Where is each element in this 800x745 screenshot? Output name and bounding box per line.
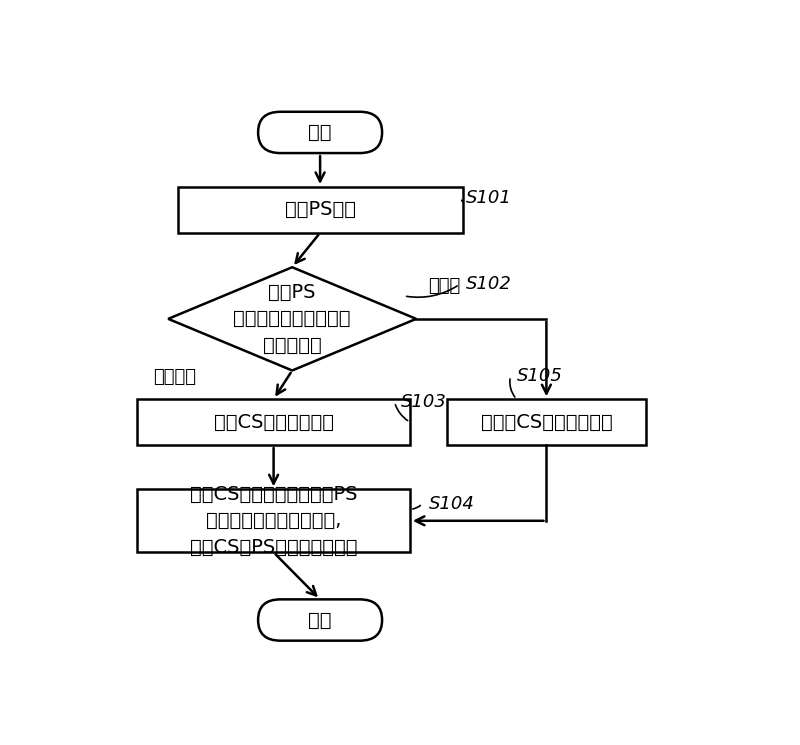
Text: 结束: 结束 <box>308 610 332 630</box>
Text: 附着类: 附着类 <box>429 276 461 294</box>
Text: S105: S105 <box>517 367 562 385</box>
FancyBboxPatch shape <box>447 399 646 445</box>
Text: 调整CS寻呼信道对象以及PS
业务的信道对象的优先级,
进行CS与PS业务的并发处理: 调整CS寻呼信道对象以及PS 业务的信道对象的优先级, 进行CS与PS业务的并发… <box>190 485 358 557</box>
FancyBboxPatch shape <box>138 399 410 445</box>
FancyBboxPatch shape <box>138 489 410 552</box>
Text: S101: S101 <box>466 189 512 207</box>
Text: 判断PS
业务类型为数据传输业
务或附着类: 判断PS 业务类型为数据传输业 务或附着类 <box>234 283 351 355</box>
FancyBboxPatch shape <box>258 112 382 153</box>
Text: S103: S103 <box>401 393 446 411</box>
Polygon shape <box>168 267 416 370</box>
Text: 激活CS寻呼信道对象: 激活CS寻呼信道对象 <box>214 413 334 431</box>
Text: 不激活CS寻呼信道对象: 不激活CS寻呼信道对象 <box>481 413 612 431</box>
Text: 启动PS业务: 启动PS业务 <box>285 200 356 219</box>
FancyBboxPatch shape <box>258 600 382 641</box>
Text: S102: S102 <box>466 276 512 294</box>
FancyBboxPatch shape <box>178 187 462 232</box>
Text: 数据传输: 数据传输 <box>153 368 196 387</box>
Text: S104: S104 <box>429 495 474 513</box>
Text: 开始: 开始 <box>308 123 332 142</box>
